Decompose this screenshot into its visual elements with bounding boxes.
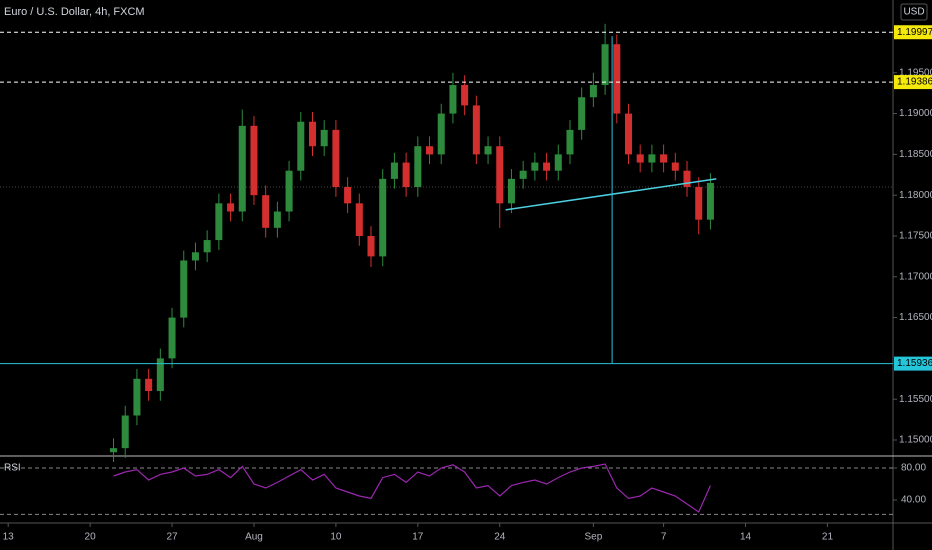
candle-body bbox=[636, 154, 644, 163]
candle-body bbox=[285, 170, 293, 212]
candle-body bbox=[238, 125, 246, 212]
candle-body bbox=[613, 44, 621, 114]
candle-body bbox=[414, 146, 422, 188]
x-tick-label: 27 bbox=[166, 532, 178, 543]
price-level-label: 1.19386 bbox=[897, 77, 932, 88]
candle-body bbox=[578, 97, 586, 130]
candle-body bbox=[273, 211, 281, 228]
x-tick-label: 17 bbox=[412, 532, 424, 543]
y-tick-label: 1.19500 bbox=[899, 67, 932, 78]
y-tick-label: 1.19000 bbox=[899, 108, 932, 119]
candle-body bbox=[554, 154, 562, 171]
chart-title: Euro / U.S. Dollar, 4h, FXCM bbox=[4, 6, 145, 18]
price-level-tag bbox=[894, 75, 932, 90]
candle-body bbox=[332, 129, 340, 188]
candle-body bbox=[133, 378, 141, 416]
candle-body bbox=[227, 203, 235, 212]
candle-body bbox=[566, 129, 574, 155]
candle-body bbox=[145, 378, 153, 392]
candle-body bbox=[449, 85, 457, 114]
currency-box[interactable] bbox=[900, 3, 928, 21]
candle-body bbox=[507, 178, 515, 204]
candle-body bbox=[589, 85, 597, 98]
rsi-title: RSI bbox=[4, 463, 21, 474]
candle-body bbox=[308, 121, 317, 147]
candle-body bbox=[215, 203, 223, 241]
price-level-label: 1.15936 bbox=[897, 358, 932, 369]
candle-body bbox=[402, 162, 410, 188]
candle-body bbox=[519, 170, 527, 179]
candle-body bbox=[706, 182, 714, 220]
candle-body bbox=[297, 121, 305, 171]
candle-body bbox=[156, 358, 164, 392]
candle-body bbox=[168, 317, 176, 359]
candle-body bbox=[355, 203, 363, 236]
candle-body bbox=[180, 260, 188, 318]
y-tick-label: 1.17500 bbox=[899, 231, 932, 242]
candle-body bbox=[191, 252, 199, 261]
candle-body bbox=[461, 85, 469, 106]
y-tick-label: 1.18000 bbox=[899, 190, 932, 201]
x-tick-label: 21 bbox=[822, 532, 834, 543]
candle-body bbox=[472, 105, 480, 155]
rsi-line bbox=[113, 463, 711, 513]
candle-body bbox=[121, 415, 129, 449]
candle-body bbox=[367, 235, 375, 257]
y-tick-label: 80.00 bbox=[901, 463, 926, 474]
x-tick-label: Aug bbox=[245, 532, 263, 543]
candle-body bbox=[250, 125, 258, 196]
candle-body bbox=[110, 448, 118, 453]
candle-body bbox=[344, 187, 352, 204]
trendline bbox=[505, 178, 717, 211]
x-tick-label: 13 bbox=[3, 532, 15, 543]
x-tick-label: Sep bbox=[584, 532, 602, 543]
y-tick-label: 1.15000 bbox=[899, 435, 932, 446]
candle-body bbox=[531, 162, 539, 171]
candle-body bbox=[624, 113, 633, 155]
candle-body bbox=[426, 146, 434, 155]
candle-body bbox=[379, 178, 387, 257]
candle-body bbox=[671, 162, 679, 171]
currency-label[interactable]: USD bbox=[903, 7, 924, 18]
candle-body bbox=[437, 113, 445, 155]
price-level-tag bbox=[894, 356, 932, 371]
x-tick-label: 24 bbox=[494, 532, 506, 543]
y-tick-label: 1.15500 bbox=[899, 394, 932, 405]
candle-body bbox=[601, 44, 609, 86]
candle-body bbox=[203, 240, 211, 253]
candle-body bbox=[262, 195, 270, 228]
candle-body bbox=[484, 146, 492, 155]
x-tick-label: 7 bbox=[661, 532, 667, 543]
price-level-tag bbox=[894, 25, 932, 40]
candle-body bbox=[648, 154, 656, 163]
candle-body bbox=[695, 187, 703, 220]
y-tick-label: 1.17000 bbox=[899, 271, 932, 282]
y-tick-label: 40.00 bbox=[901, 495, 926, 506]
candle-body bbox=[543, 162, 551, 171]
price-level-label: 1.19997 bbox=[897, 27, 932, 38]
candle-body bbox=[683, 170, 691, 188]
candle-body bbox=[320, 129, 328, 147]
candle-body bbox=[390, 162, 398, 179]
candle-body bbox=[496, 146, 504, 204]
candle-body bbox=[660, 154, 668, 163]
x-tick-label: 10 bbox=[330, 532, 342, 543]
y-tick-label: 1.16500 bbox=[899, 312, 932, 323]
x-tick-label: 20 bbox=[85, 532, 97, 543]
x-tick-label: 14 bbox=[740, 532, 752, 543]
y-tick-label: 1.18500 bbox=[899, 149, 932, 160]
